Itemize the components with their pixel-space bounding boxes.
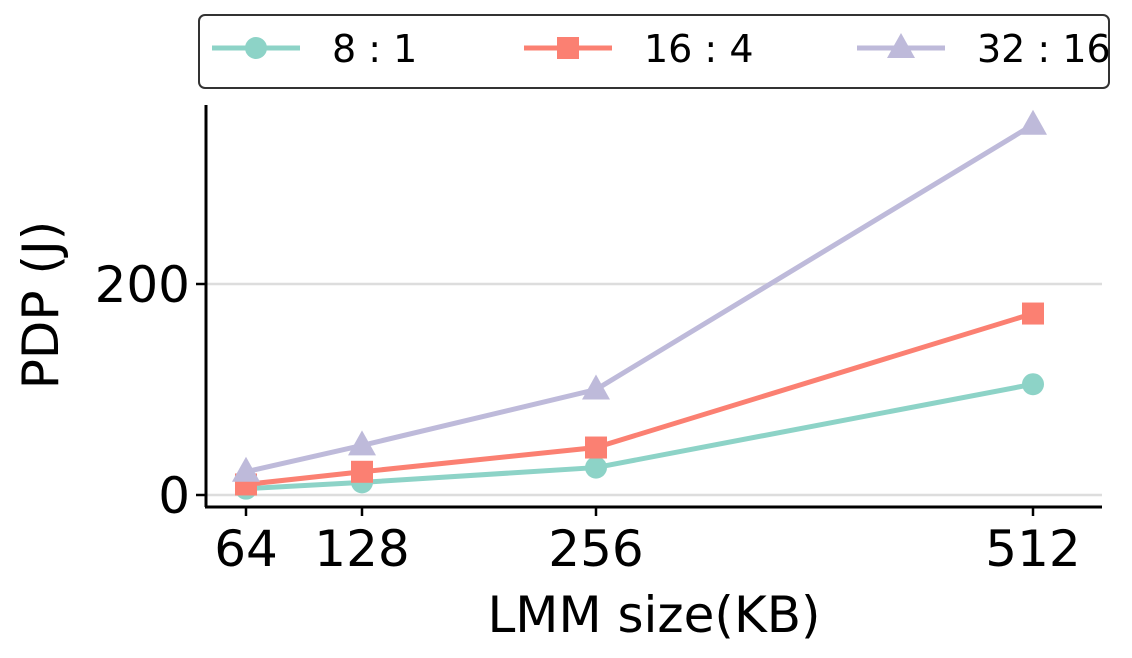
legend-label: 16 : 4 [644, 27, 754, 71]
series-square [235, 302, 1044, 496]
y-tick-label: 0 [158, 467, 190, 525]
circle-marker [1022, 373, 1044, 396]
triangle-marker [348, 430, 376, 456]
series-line [245, 381, 1034, 492]
square-marker [585, 436, 607, 459]
legend-circle-icon [245, 37, 267, 59]
triangle-marker [582, 374, 610, 400]
x-axis-title: LMM size(KB) [487, 586, 820, 644]
triangle-marker [232, 456, 260, 482]
y-axis-title: PDP (J) [12, 221, 70, 389]
series-lines [232, 109, 1047, 500]
x-tick-label: 512 [985, 520, 1080, 578]
series-triangle [232, 109, 1047, 482]
x-tick-label: 256 [548, 520, 643, 578]
legend-triangle-icon [887, 33, 915, 58]
legend-label: 8 : 1 [332, 27, 417, 71]
square-marker [351, 460, 373, 483]
series-line [245, 311, 1034, 487]
y-gridlines [206, 282, 1102, 497]
y-tick-label: 200 [95, 256, 190, 314]
x-tick-label: 64 [214, 520, 278, 578]
axes [204, 105, 1102, 509]
legend-box [198, 14, 1110, 89]
ticks: 0 200 64 128 256 512 [95, 256, 1081, 578]
legend-label: 32 : 16 [977, 27, 1111, 71]
series-line [245, 122, 1035, 475]
legend-square-icon [557, 37, 579, 59]
square-marker [1022, 302, 1044, 325]
circle-marker [585, 456, 607, 479]
x-tick-label: 128 [314, 520, 409, 578]
triangle-marker [1019, 109, 1047, 135]
legend: 8 : 1 16 : 4 32 : 16 [198, 14, 1111, 89]
